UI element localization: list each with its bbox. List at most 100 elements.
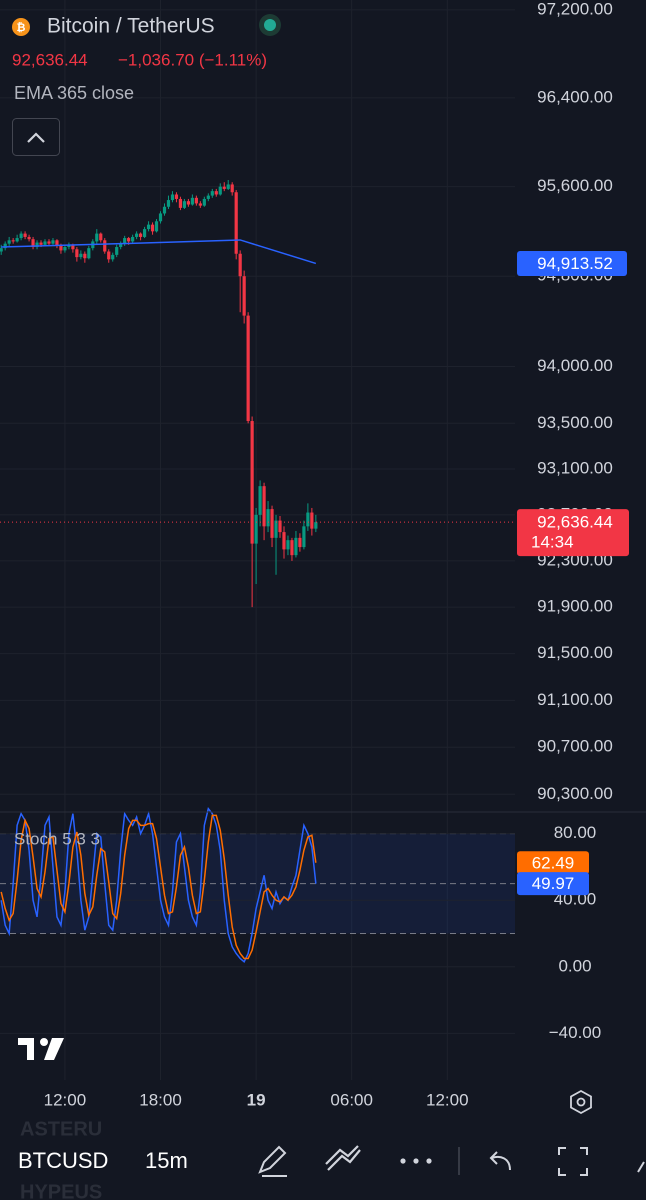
candle-body: [127, 238, 131, 242]
candle-body: [11, 240, 15, 242]
candle-body: [166, 200, 171, 207]
interval-button[interactable]: 15m: [145, 1148, 188, 1173]
last-price: 92,636.44: [12, 50, 88, 69]
price-badge-label: 92,636.44: [537, 513, 613, 532]
y-tick-label: 90,300.00: [537, 784, 613, 803]
y-tick-label: 97,200.00: [537, 0, 613, 18]
settings-icon[interactable]: [570, 1089, 592, 1115]
logo: [18, 1038, 64, 1060]
undo-button[interactable]: [489, 1151, 511, 1171]
candle-body: [103, 240, 107, 252]
candle-body: [7, 240, 11, 244]
candle-body: [23, 233, 27, 237]
line-tool[interactable]: [325, 1145, 361, 1171]
value-badge: [517, 851, 589, 875]
candle-body: [250, 421, 254, 544]
price-change: −1,036.70 (−1.11%): [118, 50, 267, 69]
y-tick-label: −40.00: [549, 1023, 601, 1042]
candle-body: [178, 198, 183, 208]
y-tick-label: 90,700.00: [537, 737, 613, 756]
stoch-legend: Stoch 5 3 3: [14, 829, 100, 848]
candle-body: [123, 238, 127, 244]
candle-body: [35, 242, 39, 248]
value-badge-label: 49.97: [532, 874, 575, 893]
candle-body: [282, 532, 286, 550]
candle-body: [67, 244, 71, 248]
draw-tool[interactable]: [258, 1145, 287, 1177]
candle-body: [95, 233, 99, 242]
overflow-tool[interactable]: [637, 1161, 645, 1173]
candle-body: [150, 224, 155, 232]
candle-body: [174, 194, 179, 199]
ema-badge: [517, 250, 627, 276]
candle-body: [31, 239, 35, 248]
candle-body: [202, 198, 206, 206]
candle-body: [262, 486, 266, 527]
candle-body: [314, 522, 318, 529]
candle-body: [75, 249, 79, 258]
candle-body: [190, 197, 194, 205]
candle-body: [242, 276, 246, 316]
fullscreen-button[interactable]: [558, 1147, 588, 1176]
y-tick-label: 91,500.00: [537, 643, 613, 662]
y-tick-label: 94,000.00: [537, 356, 613, 375]
countdown: 14:34: [531, 533, 574, 552]
candle-body: [119, 243, 123, 248]
ema-line: [1, 239, 317, 265]
toolbar: [0, 1118, 646, 1200]
candle-body: [83, 253, 87, 259]
candle-body: [206, 195, 210, 199]
candle-body: [43, 241, 47, 245]
candle-body: [19, 233, 23, 239]
candle-body: [146, 224, 151, 230]
stoch-line: [0, 807, 317, 964]
stoch-line: [0, 814, 317, 960]
value-badge-label: 62.49: [532, 853, 575, 872]
candle-body: [246, 315, 250, 422]
symbol-title: Bitcoin / TetherUS: [47, 15, 215, 38]
candle-body: [186, 201, 190, 205]
x-tick-label: 19: [247, 1090, 266, 1109]
candle-body: [63, 247, 67, 251]
candle-body: [162, 206, 167, 214]
candle-body: [298, 537, 302, 548]
candle-body: [310, 512, 314, 529]
collapse-button[interactable]: [12, 118, 60, 156]
candle-body: [194, 197, 198, 204]
candle-body: [222, 186, 226, 189]
coin-glyph: ₿: [17, 22, 26, 34]
candle-body: [214, 191, 218, 195]
price-badge: [517, 509, 629, 557]
candle-body: [99, 233, 103, 241]
candle-body: [302, 526, 306, 548]
ema-badge-label: 94,913.52: [537, 254, 613, 273]
y-tick-label: 93,100.00: [537, 458, 613, 477]
symbol-button[interactable]: BTCUSD: [18, 1148, 108, 1173]
y-tick-label: 80.00: [554, 823, 597, 842]
candle-body: [47, 241, 51, 244]
watchlist-item: HYPEUS: [20, 1181, 102, 1200]
candle-body: [142, 229, 147, 237]
candle-body: [306, 512, 310, 527]
candle-body: [3, 243, 7, 249]
candle-body: [107, 251, 111, 260]
candle-body: [111, 254, 115, 260]
candle-body: [154, 221, 159, 232]
y-tick-label: 0.00: [558, 956, 591, 975]
candle-body: [27, 236, 31, 240]
value-badge: [517, 872, 589, 896]
candle-body: [55, 240, 59, 246]
chevron-up: [27, 132, 45, 143]
candle-body: [15, 238, 19, 242]
candle-body: [170, 194, 175, 201]
more-button[interactable]: [400, 1158, 432, 1164]
y-tick-label: 96,400.00: [537, 87, 613, 106]
candle-body: [39, 242, 43, 245]
candle-body: [182, 201, 187, 208]
y-tick-label: 95,600.00: [537, 176, 613, 195]
x-tick-label: 18:00: [139, 1090, 182, 1109]
candle-body: [51, 240, 55, 244]
candle-body: [238, 253, 242, 277]
